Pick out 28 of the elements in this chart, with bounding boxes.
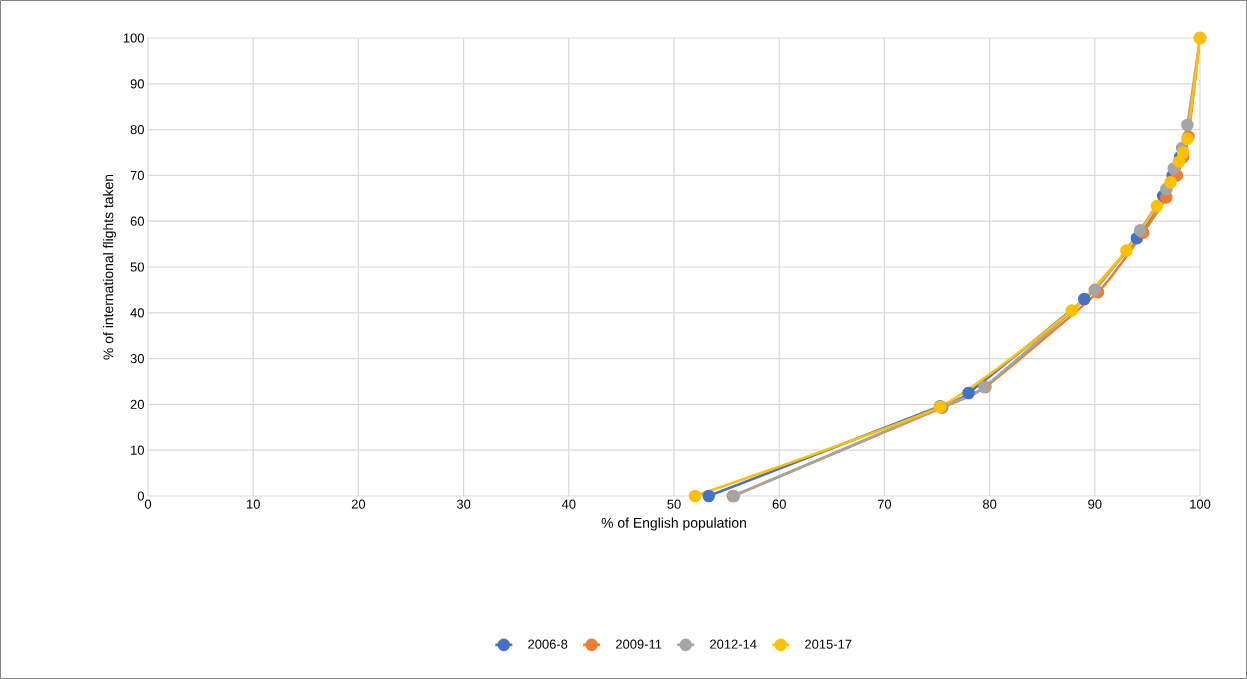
x-tick-label: 80 <box>982 499 997 509</box>
x-tick-label: 0 <box>144 499 152 509</box>
x-tick-label: 60 <box>772 499 786 509</box>
legend-label: 2012-14 <box>710 639 757 649</box>
y-tick-label: 80 <box>130 125 144 135</box>
x-tick-label: 40 <box>561 499 576 509</box>
y-tick-label: 100 <box>123 33 144 43</box>
x-tick-label: 30 <box>456 499 471 509</box>
y-axis-title: % of international flights taken <box>103 174 117 360</box>
x-tick-label: 50 <box>667 499 681 509</box>
legend-label: 2006-8 <box>528 639 568 649</box>
x-tick-label: 10 <box>246 499 260 509</box>
legend-label: 2015-17 <box>805 639 852 649</box>
y-tick-label: 50 <box>130 262 144 272</box>
y-tick-label: 0 <box>137 491 144 501</box>
y-tick-label: 10 <box>131 445 144 455</box>
y-tick-label: 90 <box>130 79 144 89</box>
y-tick-label: 20 <box>130 399 144 409</box>
x-axis-title: % of English population <box>601 517 746 531</box>
x-tick-label: 100 <box>1190 499 1211 509</box>
legend-label: 2009-11 <box>616 639 662 649</box>
x-tick-label: 90 <box>1088 499 1102 509</box>
y-tick-label: 60 <box>130 216 144 226</box>
x-tick-label: 70 <box>877 499 892 509</box>
y-tick-label: 70 <box>130 170 144 180</box>
y-tick-label: 40 <box>130 308 144 318</box>
x-tick-label: 20 <box>351 499 366 509</box>
y-tick-label: 30 <box>130 354 144 364</box>
